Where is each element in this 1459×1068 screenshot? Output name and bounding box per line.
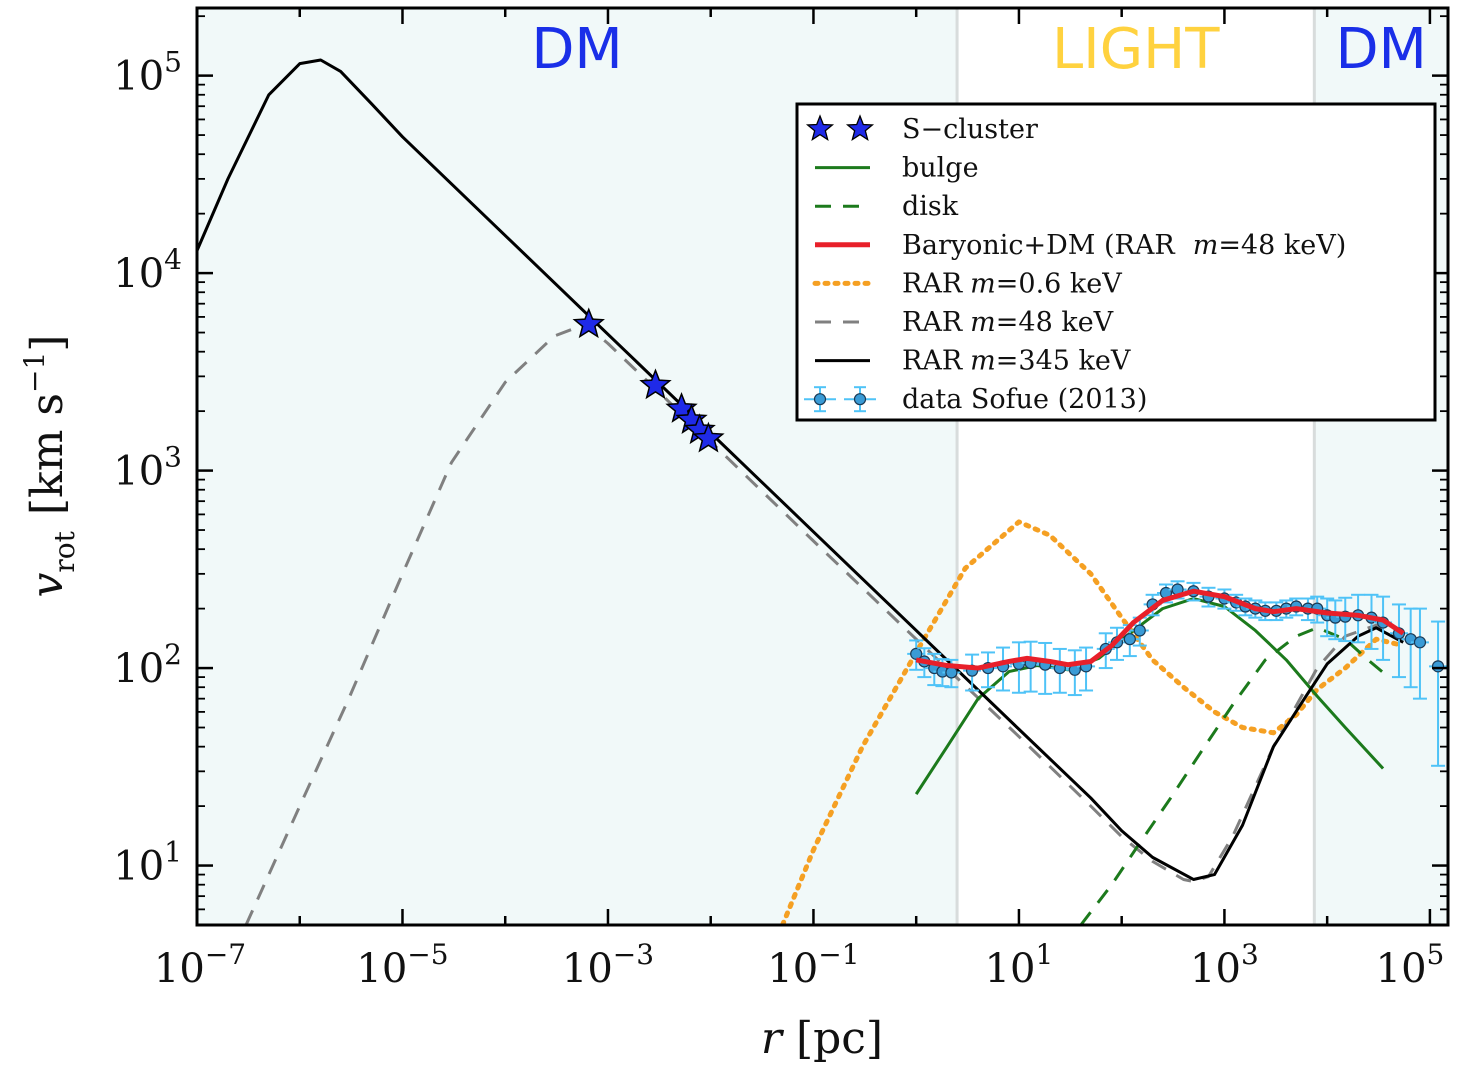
- scluster-star-0: [572, 307, 605, 339]
- legend-entries: S−cluster bulge disk Baryonic+DM (RAR m=48 k…: [804, 114, 1346, 415]
- y-tick-label-3: 104: [113, 243, 182, 297]
- region-labels: DM LIGHT DM: [531, 17, 1427, 82]
- legend-label: RAR m=0.6 keV: [902, 268, 1122, 299]
- legend-entry-rar-m-345-kev: RAR m=345 keV: [815, 346, 1131, 377]
- legend-entry-data-sofue-2013: data Sofue (2013): [804, 384, 1147, 415]
- x-axis-var: r: [761, 1013, 785, 1064]
- data-marker: [1133, 624, 1146, 637]
- legend-label: RAR m=48 keV: [902, 307, 1114, 338]
- legend: S−cluster bulge disk Baryonic+DM (RAR m=48 k…: [795, 102, 1437, 422]
- series-s-cluster: [572, 307, 725, 453]
- y-axis-var: v: [22, 572, 73, 597]
- data-marker: [910, 647, 923, 660]
- sofue-data-point-4: [942, 658, 961, 689]
- region-label-light-1: LIGHT: [1052, 17, 1220, 82]
- legend-entry-disk: disk: [815, 191, 959, 222]
- x-tick-label-3: 10−1: [767, 938, 859, 992]
- series-baryonic-dm-rar-m-48-kev: [915, 588, 1405, 671]
- series-bulge: [914, 597, 1385, 795]
- data-marker: [1431, 660, 1445, 673]
- sofue-data-point-41: [1410, 607, 1429, 700]
- series-layer: [197, 58, 1448, 925]
- y-axis-unit-close: ]: [22, 335, 73, 352]
- y-tick-labels: 101 102 103 104 105: [113, 46, 182, 890]
- scluster-star-1: [639, 368, 672, 400]
- y-axis-unit: [km s: [22, 393, 73, 515]
- region-label-dm-2: DM: [1335, 17, 1426, 82]
- x-tick-label-4: 101: [985, 938, 1054, 992]
- scluster-star-5: [692, 421, 725, 453]
- legend-star-icon: [805, 114, 835, 141]
- legend-label: disk: [902, 191, 959, 222]
- legend-box: [795, 102, 1437, 422]
- y-axis-label: vrot [km s−1]: [18, 335, 81, 598]
- y-axis-sub: rot: [48, 530, 81, 572]
- legend-label: RAR m=345 keV: [902, 346, 1131, 377]
- legend-entry-rar-m-0-6-kev: RAR m=0.6 keV: [812, 268, 1122, 299]
- legend-label: data Sofue (2013): [902, 384, 1147, 415]
- sofue-data-point-10: [1036, 641, 1055, 695]
- legend-marker-icon: [813, 393, 827, 406]
- curve-rar-m-345-kev: [197, 58, 1404, 881]
- sofue-data-point-20: [1168, 580, 1187, 600]
- y-tick-label-4: 105: [113, 46, 182, 100]
- x-tick-label-2: 10−3: [562, 938, 654, 992]
- x-axis-unit: [pc]: [796, 1013, 883, 1064]
- sofue-data-point-0: [907, 639, 926, 671]
- legend-label: Baryonic+DM (RAR m=48 keV): [902, 230, 1346, 261]
- curve-baryonic-dm-rar-m-48-kev: [915, 588, 1405, 671]
- data-marker: [1123, 633, 1136, 646]
- sofue-data-point-12: [1065, 649, 1084, 697]
- svg-text:vrot[km s−1]: vrot [km s−1]: [18, 335, 81, 598]
- legend-star-icon: [845, 114, 875, 141]
- legend-entry-bulge: bulge: [815, 153, 979, 184]
- x-tick-label-5: 103: [1190, 938, 1259, 992]
- legend-entry-baryonic-dm-rar-m-48-kev: Baryonic+DM (RAR m=48 keV): [815, 230, 1346, 261]
- y-axis-unit-exp: −1: [18, 352, 51, 393]
- x-tick-labels: 10−7 10−5 10−3 10−1 101 103 105: [154, 938, 1444, 992]
- legend-entry-s-cluster: S−cluster: [805, 114, 1038, 145]
- y-tick-label-1: 102: [113, 638, 182, 692]
- y-tick-label-2: 103: [113, 441, 182, 495]
- x-tick-label-1: 10−5: [356, 938, 448, 992]
- y-tick-label-0: 101: [113, 836, 182, 890]
- sofue-data-point-17: [1130, 616, 1149, 647]
- curve-bulge: [914, 597, 1385, 795]
- data-marker: [1413, 636, 1427, 649]
- legend-label: S−cluster: [902, 114, 1038, 145]
- plot-frame: [195, 6, 1450, 927]
- sofue-data-point-19: [1157, 583, 1176, 604]
- legend-marker-icon: [853, 393, 867, 406]
- axis-ticks: [195, 8, 1448, 926]
- x-tick-label-6: 105: [1376, 938, 1445, 992]
- sofue-data-point-42: [1429, 620, 1448, 767]
- x-tick-label-0: 10−7: [154, 938, 246, 992]
- legend-entry-rar-m-48-kev: RAR m=48 keV: [815, 307, 1114, 338]
- region-label-dm-0: DM: [531, 17, 622, 82]
- series-rar-m-345-kev: [197, 58, 1404, 881]
- x-axis-label: r [pc]: [761, 1013, 883, 1064]
- legend-label: bulge: [902, 153, 979, 184]
